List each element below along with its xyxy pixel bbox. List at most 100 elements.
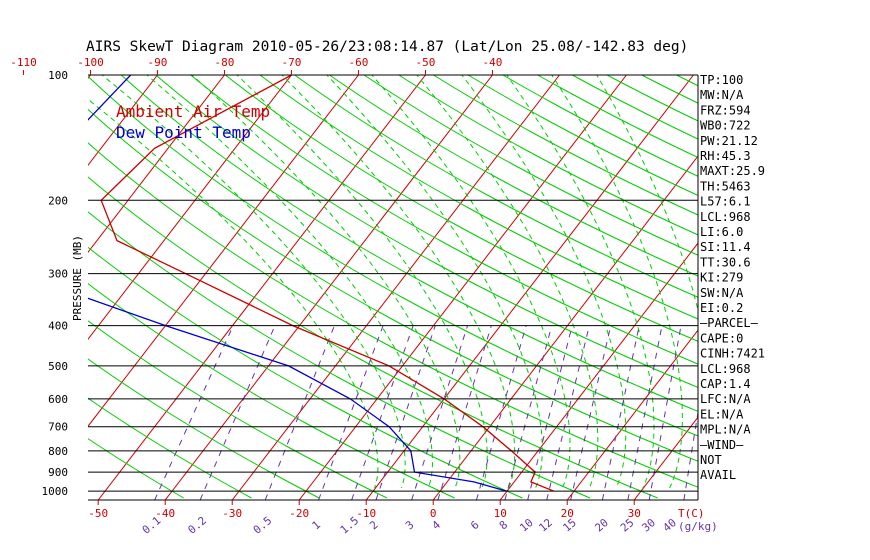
stability-index: AVAIL — [700, 468, 736, 482]
top-temp-tick-label: -100 — [77, 56, 104, 69]
isotherm-line — [499, 242, 698, 500]
isotherm-line — [633, 416, 698, 500]
stability-index: PW:21.12 — [700, 134, 758, 148]
bottom-temp-tick-label: -20 — [289, 507, 309, 520]
isotherm-line — [768, 75, 870, 500]
isotherm-line — [164, 75, 493, 500]
pressure-tick-label: 100 — [48, 69, 68, 82]
pressure-tick-label: 700 — [48, 421, 68, 434]
dry-adiabat-line — [536, 75, 698, 159]
dry-adiabat-line — [120, 75, 698, 412]
dry-adiabat-line — [363, 75, 698, 256]
y-axis-label: PRESSURE (MB) — [71, 235, 84, 321]
dry-adiabat-line — [501, 75, 698, 177]
moist-adiabat-line — [88, 98, 379, 489]
bottom-temp-tick-label: -10 — [356, 507, 376, 520]
moist-adiabat-line — [146, 75, 434, 489]
mixing-ratio-line — [199, 325, 276, 500]
mixing-ratio-line — [264, 325, 335, 500]
mixing-ratio-label: 8 — [497, 518, 510, 532]
isotherm-line — [835, 75, 870, 500]
mixing-ratio-label: 10 — [517, 516, 536, 534]
dry-adiabat-line — [88, 176, 658, 499]
pressure-tick-label: 600 — [48, 393, 68, 406]
mixing-ratio-label: 40 — [660, 516, 679, 534]
stability-index: TH:5463 — [700, 179, 751, 193]
mixing-ratio-label: 3 — [403, 518, 416, 532]
stability-index: LCL:968 — [700, 210, 751, 224]
dry-adiabat-line — [259, 75, 698, 320]
mixing-ratio-label: 12 — [536, 516, 555, 534]
dry-adiabat-line — [397, 75, 698, 236]
mixing-ratio-label: 2 — [367, 518, 380, 532]
mixing-ratio-label: 1 — [310, 518, 323, 532]
isotherm-line — [88, 75, 292, 341]
stability-index: RH:45.3 — [700, 149, 751, 163]
isotherm-line — [231, 75, 560, 500]
bottom-temp-tick-label: -40 — [155, 507, 175, 520]
dry-adiabat-line — [293, 75, 698, 298]
legend-ambient-air-temp: Ambient Air Temp — [116, 102, 270, 121]
isotherm-line — [88, 75, 158, 167]
bottom-temp-tick-label: -30 — [222, 507, 242, 520]
temp-unit-label: T(C) — [678, 507, 705, 520]
stability-index: WB0:722 — [700, 119, 751, 133]
dry-adiabat-line — [224, 75, 698, 342]
legend-dew-point-temp: Dew Point Temp — [116, 123, 251, 142]
isotherm-line — [97, 75, 426, 500]
mixing-ratio-label: 0.5 — [251, 514, 275, 537]
bottom-temp-tick-label: -50 — [88, 507, 108, 520]
stability-index: LCL:968 — [700, 362, 751, 376]
top-temp-tick-label: -70 — [282, 56, 302, 69]
stability-index: MPL:N/A — [700, 423, 751, 437]
dry-adiabat-line — [776, 73, 870, 498]
stability-index: MAXT:25.9 — [700, 164, 765, 178]
stability-index: EL:N/A — [700, 407, 744, 421]
stability-index: LFC:N/A — [700, 392, 751, 406]
dry-adiabat-line — [155, 75, 698, 388]
top-temp-tick-label: -110 — [10, 56, 37, 69]
isotherm-line — [88, 75, 225, 254]
mixing-ratio-line — [504, 325, 553, 500]
mixing-ratio-line — [154, 325, 234, 500]
stability-index: NOT — [700, 453, 722, 467]
stability-index: CAPE:0 — [700, 331, 743, 345]
pressure-tick-label: 800 — [48, 445, 68, 458]
dry-adiabat-line — [328, 75, 698, 277]
stability-index: SW:N/A — [700, 286, 744, 300]
stability-index: SI:11.4 — [700, 240, 751, 254]
bottom-temp-tick-label: 10 — [494, 507, 507, 520]
mixing-ratio-label: 30 — [639, 516, 658, 534]
moist-adiabat-line — [101, 75, 406, 489]
top-temp-tick-label: -40 — [483, 56, 503, 69]
bottom-temp-tick-label: 20 — [561, 507, 574, 520]
top-temp-tick-label: -90 — [148, 56, 168, 69]
isotherm-line — [432, 155, 698, 500]
pressure-tick-label: 1000 — [42, 485, 69, 498]
mixing-ratio-label: 6 — [468, 518, 481, 532]
moist-adiabat-line — [461, 75, 627, 489]
moist-adiabat-line — [371, 75, 571, 489]
stability-index: TP:100 — [700, 73, 743, 87]
mixing-ratio-label: 20 — [592, 516, 611, 534]
stability-index: KI:279 — [700, 271, 743, 285]
mixing-ratio-unit: (g/kg) — [678, 520, 718, 533]
pressure-tick-label: 900 — [48, 466, 68, 479]
stability-index: L57:6.1 — [700, 195, 751, 209]
stability-index: FRZ:594 — [700, 103, 751, 117]
moist-adiabat-line — [191, 75, 461, 489]
stability-index: LI:6.0 — [700, 225, 743, 239]
pressure-tick-label: 300 — [48, 268, 68, 281]
pressure-tick-label: 500 — [48, 360, 68, 373]
dry-adiabat-line — [189, 75, 698, 365]
stability-index: CAP:1.4 — [700, 377, 751, 391]
moist-adiabat-line — [236, 75, 488, 489]
bottom-temp-tick-label: 30 — [628, 507, 641, 520]
stability-index: MW:N/A — [700, 88, 744, 102]
dry-adiabat-line — [432, 75, 698, 216]
isotherm-line — [298, 75, 627, 500]
mixing-ratio-line — [546, 325, 590, 500]
dry-adiabat-line — [467, 75, 698, 196]
